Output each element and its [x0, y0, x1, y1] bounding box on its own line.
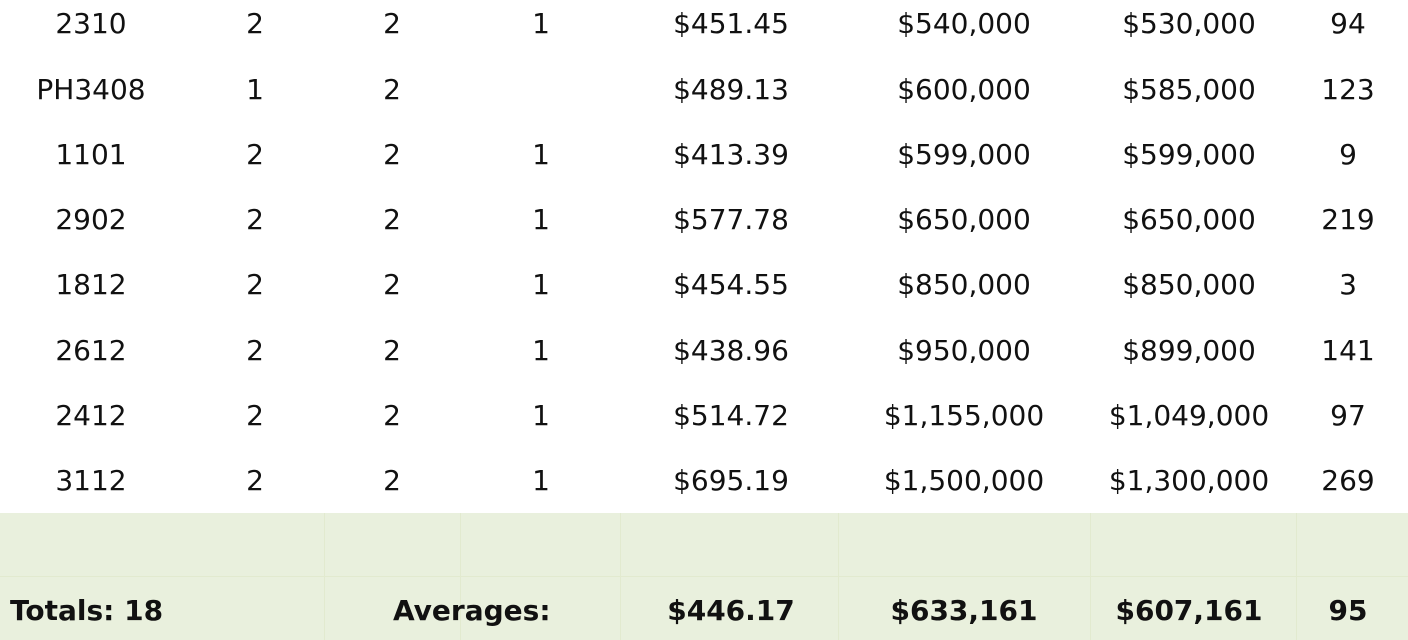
- table-row: 1101 2 2 1 $413.39 $599,000 $599,000 9: [0, 122, 1408, 187]
- average-list-price: $633,161: [890, 593, 1038, 627]
- table-row: 2612 2 2 1 $438.96 $950,000 $899,000 141: [0, 318, 1408, 383]
- baths-cell: 2: [383, 7, 401, 40]
- unit-cell: 1101: [55, 138, 127, 171]
- beds-cell: 2: [246, 7, 264, 40]
- footer-divider: [0, 576, 1408, 577]
- days-cell: 3: [1339, 268, 1357, 301]
- unit-cell: 3112: [55, 464, 127, 497]
- sold-price-cell: $599,000: [1122, 138, 1256, 171]
- beds-cell: 2: [246, 268, 264, 301]
- list-price-cell: $1,500,000: [883, 464, 1045, 497]
- price-per-sqft-cell: $489.13: [673, 73, 789, 106]
- baths-cell: 2: [383, 268, 401, 301]
- unit-cell: 1812: [55, 268, 127, 301]
- half-baths-cell: 1: [532, 464, 550, 497]
- totals-row: Totals: 18 Averages: $446.17 $633,161 $6…: [0, 580, 1408, 640]
- price-per-sqft-cell: $577.78: [673, 203, 789, 236]
- sold-price-cell: $1,049,000: [1108, 399, 1270, 432]
- beds-cell: 2: [246, 203, 264, 236]
- days-cell: 219: [1321, 203, 1375, 236]
- baths-cell: 2: [383, 138, 401, 171]
- list-price-cell: $650,000: [897, 203, 1031, 236]
- days-cell: 94: [1330, 7, 1366, 40]
- sold-price-cell: $530,000: [1122, 7, 1256, 40]
- unit-cell: 2612: [55, 334, 127, 367]
- baths-cell: 2: [383, 73, 401, 106]
- half-baths-cell: 1: [532, 7, 550, 40]
- average-sold-price: $607,161: [1115, 593, 1263, 627]
- unit-cell: 2412: [55, 399, 127, 432]
- price-per-sqft-cell: $695.19: [673, 464, 789, 497]
- price-per-sqft-cell: $438.96: [673, 334, 789, 367]
- price-per-sqft-cell: $454.55: [673, 268, 789, 301]
- half-baths-cell: 1: [532, 268, 550, 301]
- beds-cell: 2: [246, 464, 264, 497]
- days-cell: 9: [1339, 138, 1357, 171]
- list-price-cell: $850,000: [897, 268, 1031, 301]
- baths-cell: 2: [383, 399, 401, 432]
- days-cell: 97: [1330, 399, 1366, 432]
- table-row: 2310 2 2 1 $451.45 $540,000 $530,000 94: [0, 0, 1408, 56]
- list-price-cell: $950,000: [897, 334, 1031, 367]
- half-baths-cell: 1: [532, 334, 550, 367]
- baths-cell: 2: [383, 203, 401, 236]
- baths-cell: 2: [383, 334, 401, 367]
- half-baths-cell: 1: [532, 203, 550, 236]
- half-baths-cell: 1: [532, 138, 550, 171]
- unit-cell: 2902: [55, 203, 127, 236]
- half-baths-cell: [491, 57, 591, 122]
- sold-price-cell: $1,300,000: [1108, 464, 1270, 497]
- list-price-cell: $599,000: [897, 138, 1031, 171]
- beds-cell: 2: [246, 334, 264, 367]
- days-cell: 141: [1321, 334, 1375, 367]
- price-per-sqft-cell: $451.45: [673, 7, 789, 40]
- table-row: 3112 2 2 1 $695.19 $1,500,000 $1,300,000 269: [0, 448, 1408, 513]
- sold-price-cell: $850,000: [1122, 268, 1256, 301]
- sold-price-cell: $650,000: [1122, 203, 1256, 236]
- table-row: 2902 2 2 1 $577.78 $650,000 $650,000 219: [0, 187, 1408, 252]
- list-price-cell: $1,155,000: [883, 399, 1045, 432]
- half-baths-cell: 1: [532, 399, 550, 432]
- beds-cell: 1: [246, 73, 264, 106]
- beds-cell: 2: [246, 399, 264, 432]
- price-per-sqft-cell: $413.39: [673, 138, 789, 171]
- table-row: PH3408 1 2 $489.13 $600,000 $585,000 123: [0, 57, 1408, 122]
- sold-price-cell: $585,000: [1122, 73, 1256, 106]
- table-row: 2412 2 2 1 $514.72 $1,155,000 $1,049,000 97: [0, 383, 1408, 448]
- table-row: 1812 2 2 1 $454.55 $850,000 $850,000 3: [0, 252, 1408, 317]
- unit-cell: 2310: [55, 7, 127, 40]
- averages-label: Averages:: [393, 593, 551, 627]
- list-price-cell: $540,000: [897, 7, 1031, 40]
- unit-cell: PH3408: [36, 73, 146, 106]
- list-price-cell: $600,000: [897, 73, 1031, 106]
- average-days: 95: [1328, 593, 1368, 627]
- days-cell: 123: [1321, 73, 1375, 106]
- baths-cell: 2: [383, 464, 401, 497]
- days-cell: 269: [1321, 464, 1375, 497]
- table-footer: [0, 513, 1408, 640]
- average-price-per-sqft: $446.17: [667, 593, 795, 627]
- beds-cell: 2: [246, 138, 264, 171]
- totals-label: Totals: 18: [10, 593, 164, 627]
- price-per-sqft-cell: $514.72: [673, 399, 789, 432]
- sold-price-cell: $899,000: [1122, 334, 1256, 367]
